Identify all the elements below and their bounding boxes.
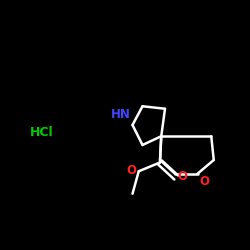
Text: HCl: HCl (30, 126, 54, 139)
Text: O: O (126, 164, 136, 176)
Text: O: O (200, 175, 209, 188)
Text: HN: HN (112, 108, 131, 120)
Text: O: O (178, 170, 188, 183)
